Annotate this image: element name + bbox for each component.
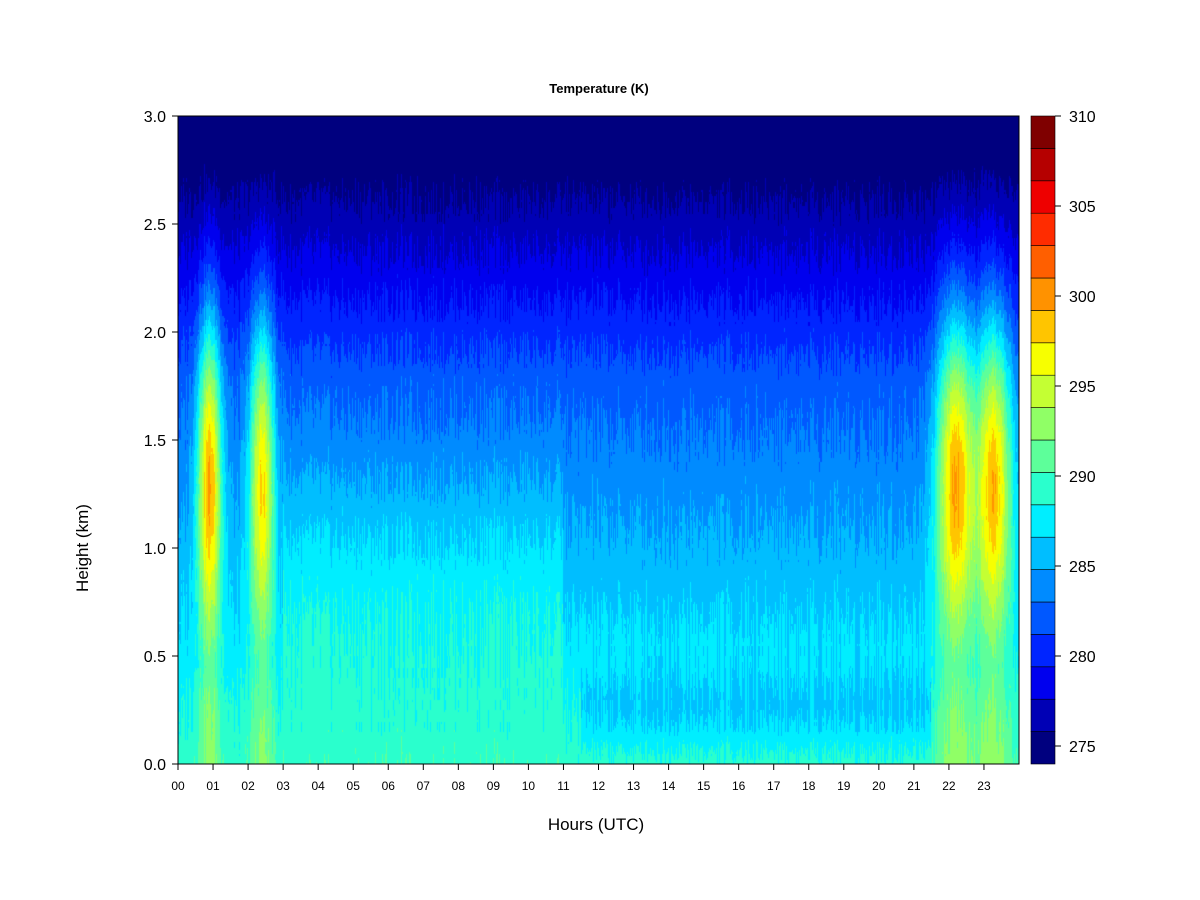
x-axis-label: Hours (UTC)	[548, 815, 644, 834]
y-tick-label: 1.5	[144, 433, 166, 450]
x-tick-label: 05	[347, 779, 361, 793]
colorbar-tick-label: 290	[1069, 469, 1096, 486]
x-axis: 00 01 02 03 04 05 06 07 08 09 10 11 12 13 14 15 16 17 18 19…	[171, 764, 991, 793]
colorbar-bin	[1030, 212, 1056, 246]
x-tick-label: 01	[206, 779, 220, 793]
x-tick-label: 07	[417, 779, 431, 793]
colorbar-bin	[1030, 439, 1056, 473]
colorbar-bin	[1030, 180, 1056, 214]
colorbar-tick-label: 285	[1069, 559, 1096, 576]
x-tick-label: 15	[697, 779, 711, 793]
x-tick-label: 00	[171, 779, 185, 793]
colorbar-bin	[1030, 601, 1056, 635]
x-tick-label: 18	[802, 779, 816, 793]
colorbar-bin	[1030, 148, 1056, 182]
colorbar-bin	[1030, 342, 1056, 376]
colorbar-bin	[1030, 115, 1056, 149]
y-tick-label: 0.0	[144, 757, 166, 774]
x-tick-label: 11	[557, 779, 570, 793]
x-tick-label: 16	[732, 779, 746, 793]
x-tick-label: 20	[872, 779, 886, 793]
colorbar-bin	[1030, 536, 1056, 570]
y-tick-label: 1.0	[144, 541, 166, 558]
colorbar-bin	[1030, 472, 1056, 506]
x-tick-label: 04	[311, 779, 325, 793]
x-tick-label: 17	[767, 779, 781, 793]
colorbar-bin	[1030, 374, 1056, 408]
colorbar-bin	[1030, 504, 1056, 538]
colorbar-bin	[1030, 407, 1056, 441]
y-tick-label: 3.0	[144, 109, 166, 126]
colorbar-bin	[1030, 634, 1056, 668]
colorbar-bin	[1030, 698, 1056, 732]
x-tick-label: 08	[452, 779, 466, 793]
x-tick-label: 14	[662, 779, 676, 793]
colorbar-tick-label: 295	[1069, 379, 1096, 396]
heatmap-plot-area	[178, 116, 1019, 764]
x-tick-label: 10	[522, 779, 536, 793]
y-axis: 0.0 0.5 1.0 1.5 2.0 2.5 3.0	[144, 109, 178, 774]
x-tick-label: 02	[241, 779, 255, 793]
y-tick-label: 2.0	[144, 325, 166, 342]
colorbar-bin	[1030, 277, 1056, 311]
colorbar-bin	[1030, 310, 1056, 344]
colorbar-legend: 275 280 285 290 295 300 305 310	[1030, 109, 1096, 765]
colorbar-bin	[1030, 245, 1056, 279]
colorbar-bin	[1030, 569, 1056, 603]
colorbar-tick-label: 300	[1069, 289, 1096, 306]
x-tick-label: 09	[487, 779, 501, 793]
colorbar-tick-label: 275	[1069, 739, 1096, 756]
heatmap-image	[178, 116, 1019, 764]
colorbar-tick-label: 305	[1069, 199, 1096, 216]
x-tick-label: 13	[627, 779, 641, 793]
y-tick-label: 2.5	[144, 217, 166, 234]
colorbar-bin	[1030, 666, 1056, 700]
x-tick-label: 22	[942, 779, 956, 793]
x-tick-label: 21	[907, 779, 921, 793]
colorbar-tick-label: 280	[1069, 649, 1096, 666]
y-axis-label: Height (km)	[73, 504, 92, 592]
x-tick-label: 03	[276, 779, 290, 793]
x-tick-label: 23	[977, 779, 991, 793]
colorbar-bin	[1030, 731, 1056, 765]
x-tick-label: 19	[837, 779, 851, 793]
y-tick-label: 0.5	[144, 649, 166, 666]
chart-title: Temperature (K)	[549, 81, 648, 96]
colorbar-tick-label: 310	[1069, 109, 1096, 126]
x-tick-label: 12	[592, 779, 606, 793]
x-tick-label: 06	[382, 779, 396, 793]
